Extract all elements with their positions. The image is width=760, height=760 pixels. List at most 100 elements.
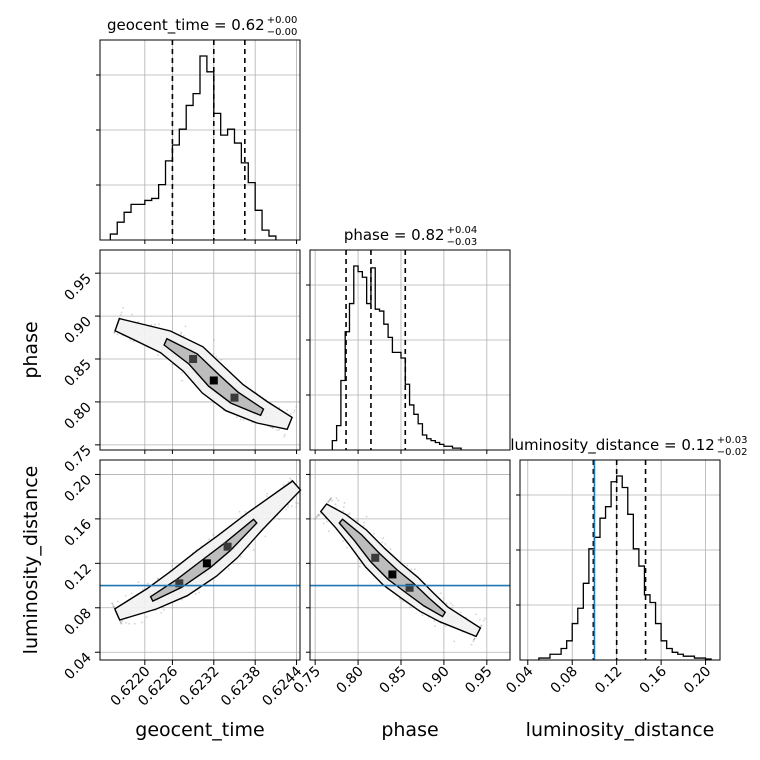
y-axis-label: phase: [20, 321, 42, 378]
scatter-point: [112, 604, 114, 606]
scatter-point: [113, 331, 116, 334]
scatter-point: [343, 501, 346, 504]
scatter-point: [480, 624, 483, 627]
x-tick-label: 0.08: [548, 664, 581, 697]
scatter-point: [328, 499, 331, 502]
x-tick-label: 0.6238: [218, 664, 264, 710]
scatter-point: [409, 606, 412, 609]
scatter-point: [184, 325, 187, 328]
x-tick-label: 0.6232: [177, 664, 223, 710]
scatter-point: [479, 618, 481, 621]
y-tick-label: 0.16: [61, 516, 94, 549]
scatter-point: [122, 307, 125, 309]
scatter-point: [329, 498, 332, 501]
title-main: phase = 0.82: [344, 226, 445, 244]
scatter-point: [119, 620, 122, 623]
scatter-point: [295, 501, 297, 504]
scatter-point: [276, 429, 278, 431]
scatter-point: [449, 602, 452, 605]
histogram-title: luminosity_distance = 0.12 +0.03−0.02: [510, 435, 747, 458]
histogram-title: geocent_time = 0.62 +0.00−0.00: [107, 15, 297, 38]
density-core: [230, 393, 239, 402]
scatter-point: [181, 371, 184, 374]
histogram-step-luminosity_distance: [538, 475, 712, 660]
title-sub: −0.00: [267, 27, 298, 38]
y-tick-label: 0.90: [61, 314, 94, 347]
scatter-point: [153, 323, 156, 326]
scatter-point: [440, 592, 442, 595]
scatter-point: [183, 334, 185, 337]
scatter-point: [132, 340, 135, 343]
scatter-point: [328, 530, 330, 533]
x-tick-label: 0.20: [681, 664, 714, 697]
scatter-point: [170, 565, 173, 568]
scatter-point: [314, 517, 317, 520]
scatter-point: [444, 625, 447, 628]
scatter-point: [365, 515, 368, 518]
scatter-point: [290, 479, 293, 481]
scatter-point: [475, 613, 478, 616]
scatter-point: [235, 416, 238, 419]
scatter-point: [293, 411, 295, 414]
scatter-point: [289, 477, 291, 480]
scatter-point: [442, 597, 445, 599]
scatter-point: [244, 511, 247, 513]
scatter-point: [180, 598, 183, 601]
x-axis-luminosity_distance: 0.04 0.08 0.12 0.16 0.20 luminosity_distance: [503, 660, 714, 741]
scatter-point: [482, 619, 485, 622]
scatter-point: [113, 332, 116, 334]
scatter-point: [287, 504, 290, 506]
scatter-point: [145, 616, 148, 619]
scatter-point: [473, 637, 476, 640]
scatter-point: [406, 564, 409, 567]
scatter-point: [410, 568, 413, 571]
scatter-point: [473, 638, 476, 641]
scatter-point: [451, 604, 454, 607]
scatter-point: [342, 540, 344, 543]
scatter-point: [213, 339, 216, 342]
scatter-point: [480, 624, 483, 627]
scatter-point: [337, 499, 340, 502]
histogram-frame: [309, 249, 511, 451]
scatter-point: [208, 538, 210, 541]
y-tick-label: 0.08: [61, 605, 94, 638]
scatter-point: [124, 621, 127, 624]
scatter-frame: [99, 459, 301, 661]
scatter-point: [160, 612, 163, 614]
scatter-point: [112, 605, 115, 608]
scatter-point: [460, 611, 462, 614]
scatter-point: [113, 331, 116, 334]
scatter-point: [198, 591, 201, 594]
scatter-point: [120, 311, 123, 314]
x-axis-geocent_time: 0.62200.62260.62320.62380.6244geocent_ti…: [108, 660, 305, 741]
scatter-point: [325, 520, 328, 523]
scatter-point: [157, 354, 160, 357]
histogram-title: phase = 0.82 +0.04−0.03: [344, 225, 477, 248]
scatter-point: [133, 622, 136, 625]
contour-inner: [338, 518, 447, 618]
scatter-point: [453, 640, 456, 643]
scatter-point: [451, 606, 454, 609]
scatter-point: [129, 339, 131, 341]
scatter-point: [318, 513, 320, 516]
scatter-point: [285, 508, 288, 511]
scatter-point: [363, 521, 366, 524]
x-tick-label: 0.04: [503, 663, 536, 696]
scatter-point: [212, 352, 215, 355]
x-tick-label: 0.85: [376, 664, 409, 697]
scatter-point: [473, 637, 476, 640]
scatter-point: [358, 565, 361, 568]
scatter-point: [278, 428, 280, 431]
scatter-point: [120, 622, 123, 625]
scatter-point: [314, 517, 317, 519]
scatter-point: [264, 535, 267, 538]
scatter-point: [194, 593, 197, 595]
title-sub: −0.02: [717, 447, 748, 458]
scatter-point: [317, 514, 320, 517]
title-sup: +0.03: [717, 435, 748, 446]
scatter-point: [363, 524, 365, 527]
minor-x-ticks: [314, 450, 488, 454]
scatter-point: [242, 418, 245, 421]
scatter-point: [278, 518, 281, 520]
scatter-panel-luminosity_distance_vs_phase: [309, 459, 511, 661]
